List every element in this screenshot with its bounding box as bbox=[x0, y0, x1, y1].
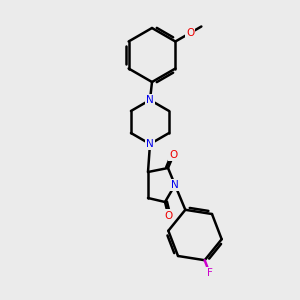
Text: O: O bbox=[164, 211, 172, 220]
Text: O: O bbox=[169, 150, 178, 160]
Text: N: N bbox=[171, 180, 179, 190]
Text: O: O bbox=[186, 28, 194, 38]
Text: N: N bbox=[146, 139, 154, 149]
Text: N: N bbox=[146, 95, 154, 105]
Text: F: F bbox=[207, 268, 213, 278]
